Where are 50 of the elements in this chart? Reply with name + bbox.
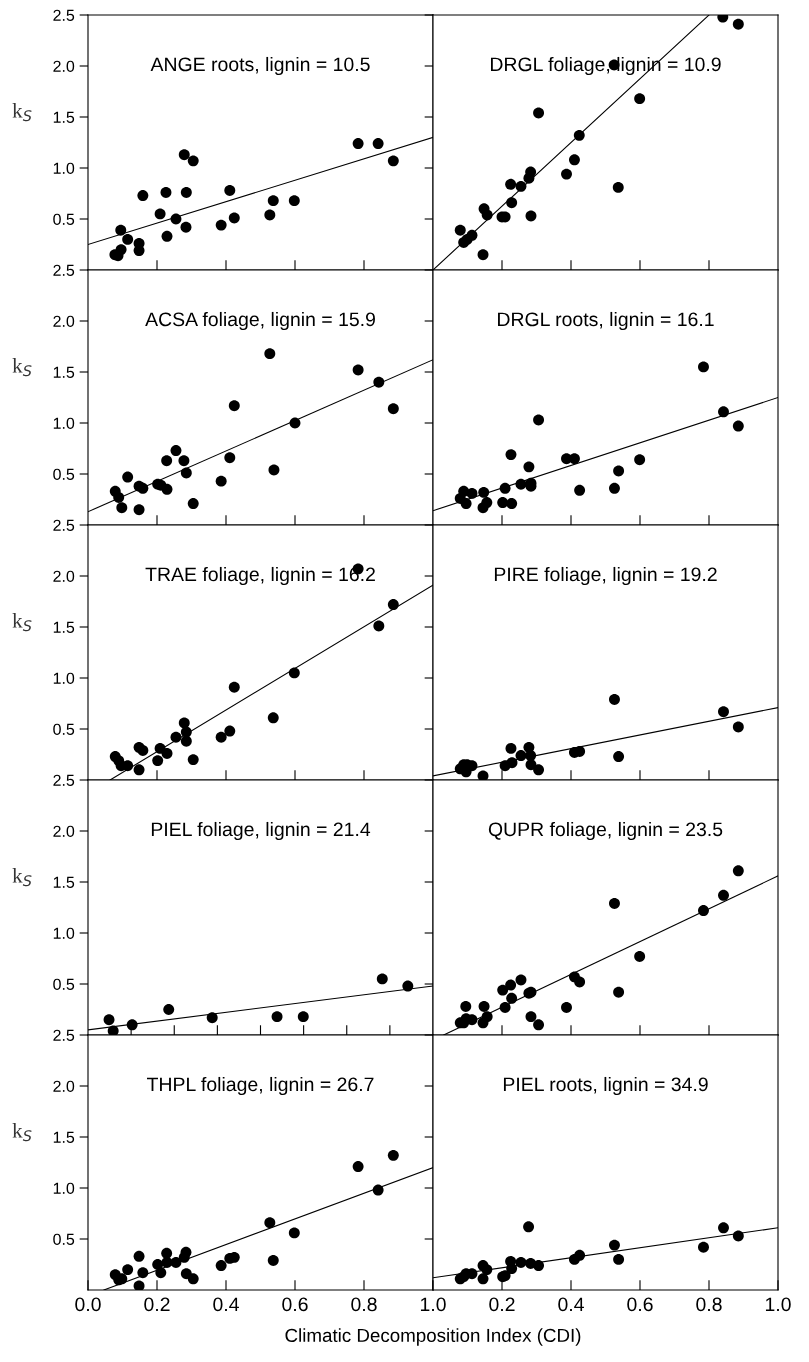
x-tick-label: 1.0	[765, 1297, 791, 1312]
y-tick-label: 2.5	[53, 519, 75, 531]
y-tick-label: 2.0	[53, 60, 75, 72]
y-tick-label: 0.5	[53, 978, 75, 990]
y-tick-label: 2.5	[53, 264, 75, 276]
y-tick-label: 0.5	[53, 213, 75, 225]
y-tick-label: 2.0	[53, 315, 75, 327]
text: QUPR foliage, lignin = 23.5	[488, 821, 723, 841]
y-tick-label: 1.5	[53, 1131, 75, 1143]
x-tick-label: 0.2	[144, 1297, 170, 1312]
y-axis-title: k$_{S}$	[12, 358, 32, 377]
y-tick-label: 2.5	[53, 9, 75, 21]
x-tick-label: 0.6	[627, 1297, 653, 1312]
text: ANGE roots, lignin = 10.5	[150, 56, 370, 76]
x-tick-label: 0.0	[75, 1297, 101, 1312]
y-tick-label: 2.0	[53, 825, 75, 837]
y-tick-label: 1.0	[53, 927, 75, 939]
text: PIEL roots, lignin = 34.9	[503, 1076, 708, 1096]
x-axis-title: Climatic Decomposition Index (CDI)	[285, 1328, 581, 1346]
x-tick-label: 0.4	[213, 1297, 239, 1312]
text: DRGL roots, lignin = 16.1	[498, 311, 714, 331]
x-tick-label: 0.8	[696, 1297, 722, 1312]
text: PIRE foliage, lignin = 19.2	[494, 566, 717, 586]
y-tick-label: 2.0	[53, 570, 75, 582]
x-tick-label: 0.4	[558, 1297, 584, 1312]
y-axis-title: k$_{S}$	[12, 103, 32, 122]
y-tick-label: 1.0	[53, 417, 75, 429]
y-tick-label: 1.5	[53, 111, 75, 123]
y-tick-label: 1.5	[53, 621, 75, 633]
y-tick-label: 0.5	[53, 468, 75, 480]
y-tick-label: 2.5	[53, 1029, 75, 1041]
x-tick-label: 0.2	[489, 1297, 515, 1312]
y-tick-label: 1.5	[53, 876, 75, 888]
x-tick-label: 0.6	[282, 1297, 308, 1312]
y-axis-title: k$_{S}$	[12, 868, 32, 887]
y-tick-label: 0.5	[53, 723, 75, 735]
y-axis-title: k$_{S}$	[12, 613, 32, 632]
y-tick-label: 1.0	[53, 1182, 75, 1194]
text: THPL foliage, lignin = 26.7	[147, 1076, 374, 1096]
y-tick-label: 2.5	[53, 774, 75, 786]
text: ACSA foliage, lignin = 15.9	[145, 311, 375, 331]
y-tick-label: 1.5	[53, 366, 75, 378]
x-tick-label: 1.0	[420, 1297, 446, 1312]
y-tick-label: 1.0	[53, 162, 75, 174]
y-tick-label: 1.0	[53, 672, 75, 684]
y-tick-label: 2.0	[53, 1080, 75, 1092]
x-tick-label: 0.8	[351, 1297, 377, 1312]
text: PIEL foliage, lignin = 21.4	[151, 821, 371, 841]
y-axis-title: k$_{S}$	[12, 1123, 32, 1142]
y-tick-label: 0.5	[53, 1233, 75, 1245]
